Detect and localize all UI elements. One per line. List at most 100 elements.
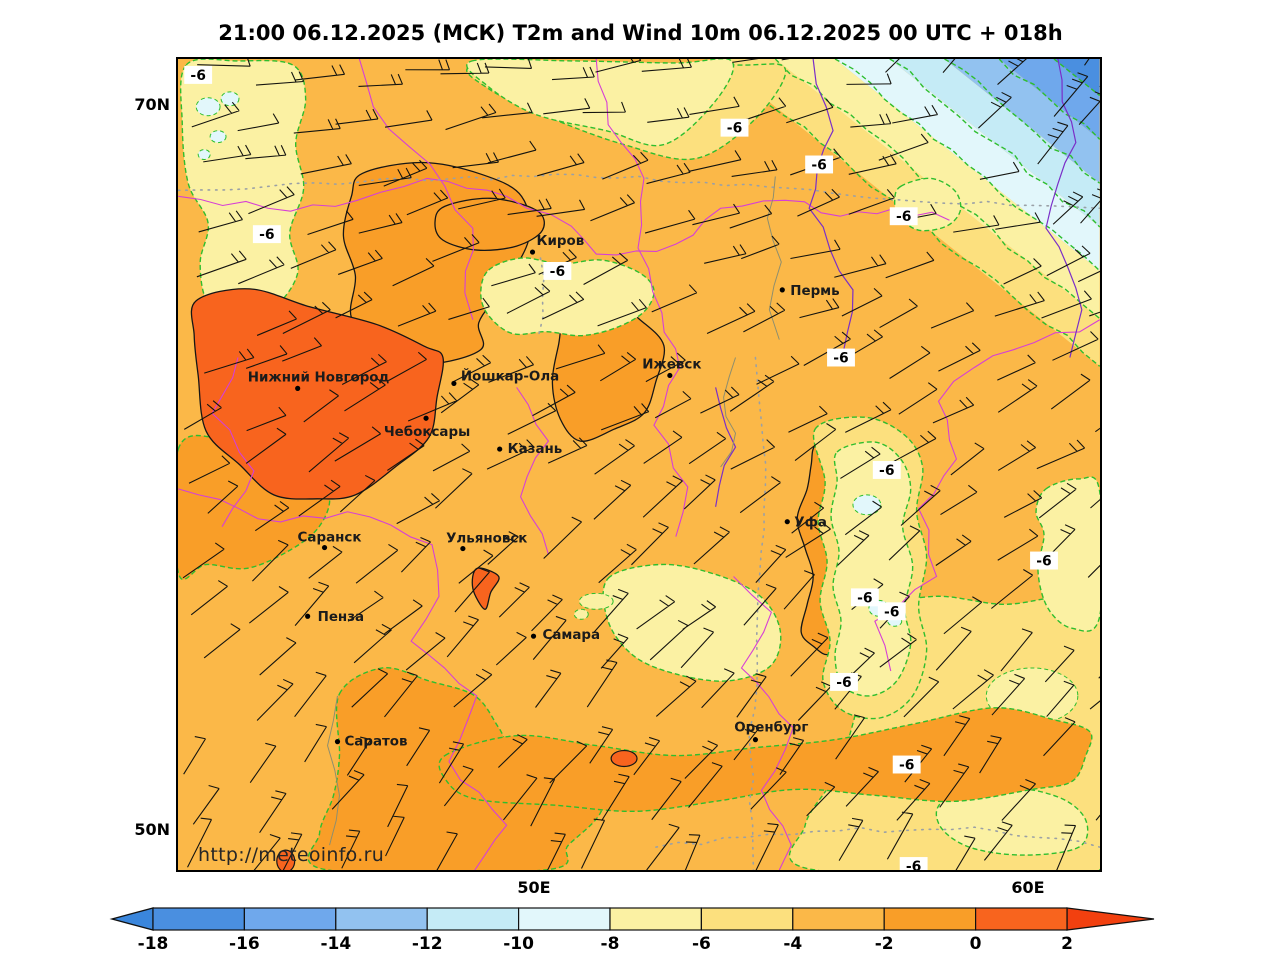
cold-band — [944, 59, 1100, 184]
city-label: Оренбург — [734, 720, 808, 736]
city-label: Самара — [542, 628, 600, 643]
city-label: Йошкар-Ола — [461, 366, 559, 384]
city-label: Чебоксары — [384, 424, 470, 440]
colorbar-tick-label: 0 — [970, 934, 982, 954]
city-label: Нижний Новгород — [248, 370, 390, 385]
admin-boundary — [715, 387, 737, 507]
contour-label-chip — [252, 225, 281, 244]
axis-label-60e: 60E — [1011, 878, 1045, 897]
colorbar-segment — [517, 907, 611, 931]
contour-label-chip — [892, 755, 921, 774]
admin-boundary — [211, 357, 255, 527]
city-marker — [667, 372, 673, 379]
city-label: Саранск — [298, 531, 362, 546]
admin-boundary — [1045, 59, 1083, 358]
city-label: Пермь — [790, 284, 839, 299]
city-marker — [779, 287, 785, 293]
temp-spot — [276, 850, 295, 870]
contour-label-chip — [827, 348, 855, 367]
colorbar-tick-label: -16 — [229, 934, 260, 954]
city-marker — [530, 633, 537, 639]
temp-spot — [578, 592, 614, 610]
hot-region — [472, 568, 500, 610]
colorbar-segment — [152, 907, 246, 931]
city-marker — [752, 737, 759, 743]
temperature-wind-map: -6 -6 -6 -6 -6 -6 -6 -6 -6 -6 -6 -6 -6 -6 Киров Пермь Иж… — [178, 59, 1100, 870]
contour-label: -6 — [906, 859, 921, 870]
colorbar-tick-label: -14 — [320, 934, 351, 954]
contour-label: -6 — [1036, 554, 1051, 570]
temp-spot — [220, 91, 240, 107]
axis-label-50e: 50E — [517, 878, 551, 897]
river-line — [327, 695, 340, 846]
city-label: Уфа — [794, 516, 827, 531]
city-marker — [451, 380, 457, 386]
pale-region-kirov — [480, 257, 655, 336]
band-pale — [466, 59, 734, 146]
contour-label: -6 — [727, 121, 742, 137]
colorbar-segment — [792, 907, 885, 931]
city-label: Киров — [537, 234, 585, 249]
contour-label: -6 — [896, 209, 911, 225]
colorbar-tick-label: -12 — [412, 934, 443, 954]
contour-label-chip — [720, 118, 749, 137]
temp-spot — [195, 97, 221, 117]
contour-label: -6 — [857, 590, 872, 606]
hot-region-nn — [191, 288, 444, 500]
colorbar-tick-label: -4 — [783, 934, 802, 954]
contour-label-chip — [543, 261, 572, 280]
contour-label-chip — [889, 207, 918, 226]
city-label: Саратов — [344, 735, 407, 750]
city-marker — [497, 446, 503, 452]
city-marker — [295, 385, 301, 391]
contour-label: -6 — [879, 463, 894, 479]
cold-band — [889, 59, 1100, 227]
city-marker — [321, 545, 328, 551]
graticule-line — [748, 356, 767, 870]
temp-spot — [852, 494, 882, 516]
contour-label: -6 — [550, 264, 565, 280]
colorbar-arrow-right — [1066, 907, 1155, 931]
city-marker — [305, 613, 311, 619]
colorbar-tick-label: -10 — [503, 934, 534, 954]
watermark-url: http://meteoinfo.ru — [198, 844, 385, 866]
pale-region-ural — [831, 441, 913, 696]
contour-label-chip — [877, 602, 906, 621]
axis-label-50n: 50N — [134, 820, 170, 839]
map-frame: -6 -6 -6 -6 -6 -6 -6 -6 -6 -6 -6 -6 -6 -6 Киров Пермь Иж… — [176, 57, 1102, 872]
river-line — [766, 176, 782, 340]
city-marker — [423, 415, 429, 421]
admin-boundary — [808, 59, 854, 354]
map-title: 21:00 06.12.2025 (МСК) T2m and Wind 10m … — [218, 21, 1063, 45]
cold-band — [1053, 59, 1100, 96]
colorbar-segment — [335, 907, 428, 931]
city-label: Ижевск — [642, 357, 701, 372]
axis-label-70n: 70N — [134, 95, 170, 114]
contour-label: -6 — [190, 68, 205, 84]
temperature-colorbar: -18 -16 -14 -12 -10 -8 -6 -4 -2 0 2 — [109, 907, 1155, 954]
wind-barbs-layer — [182, 59, 1100, 870]
contour-label-chip — [850, 588, 879, 607]
colorbar-segment — [883, 907, 977, 931]
colorbar-segment — [700, 907, 794, 931]
contour-label-chip — [184, 65, 213, 84]
river-line — [720, 357, 737, 468]
contour-label: -6 — [884, 604, 899, 620]
colorbar-segment — [426, 907, 520, 931]
temp-spot — [209, 130, 227, 144]
pale-region — [1036, 477, 1100, 632]
contour-label: -6 — [836, 675, 851, 691]
colorbar-segment — [609, 907, 703, 931]
colorbar-segment — [974, 907, 1068, 931]
city-marker — [784, 519, 790, 525]
graticule-line — [178, 173, 1100, 210]
admin-boundary — [733, 576, 794, 870]
temp-spot — [611, 750, 638, 767]
city-marker — [529, 249, 536, 255]
contour-label: -6 — [833, 351, 848, 367]
admin-boundary — [358, 59, 474, 320]
temp-spot — [573, 608, 589, 620]
contour-label-chip — [805, 155, 834, 174]
colorbar-tick-label: -2 — [875, 934, 894, 954]
admin-boundary — [516, 387, 550, 555]
